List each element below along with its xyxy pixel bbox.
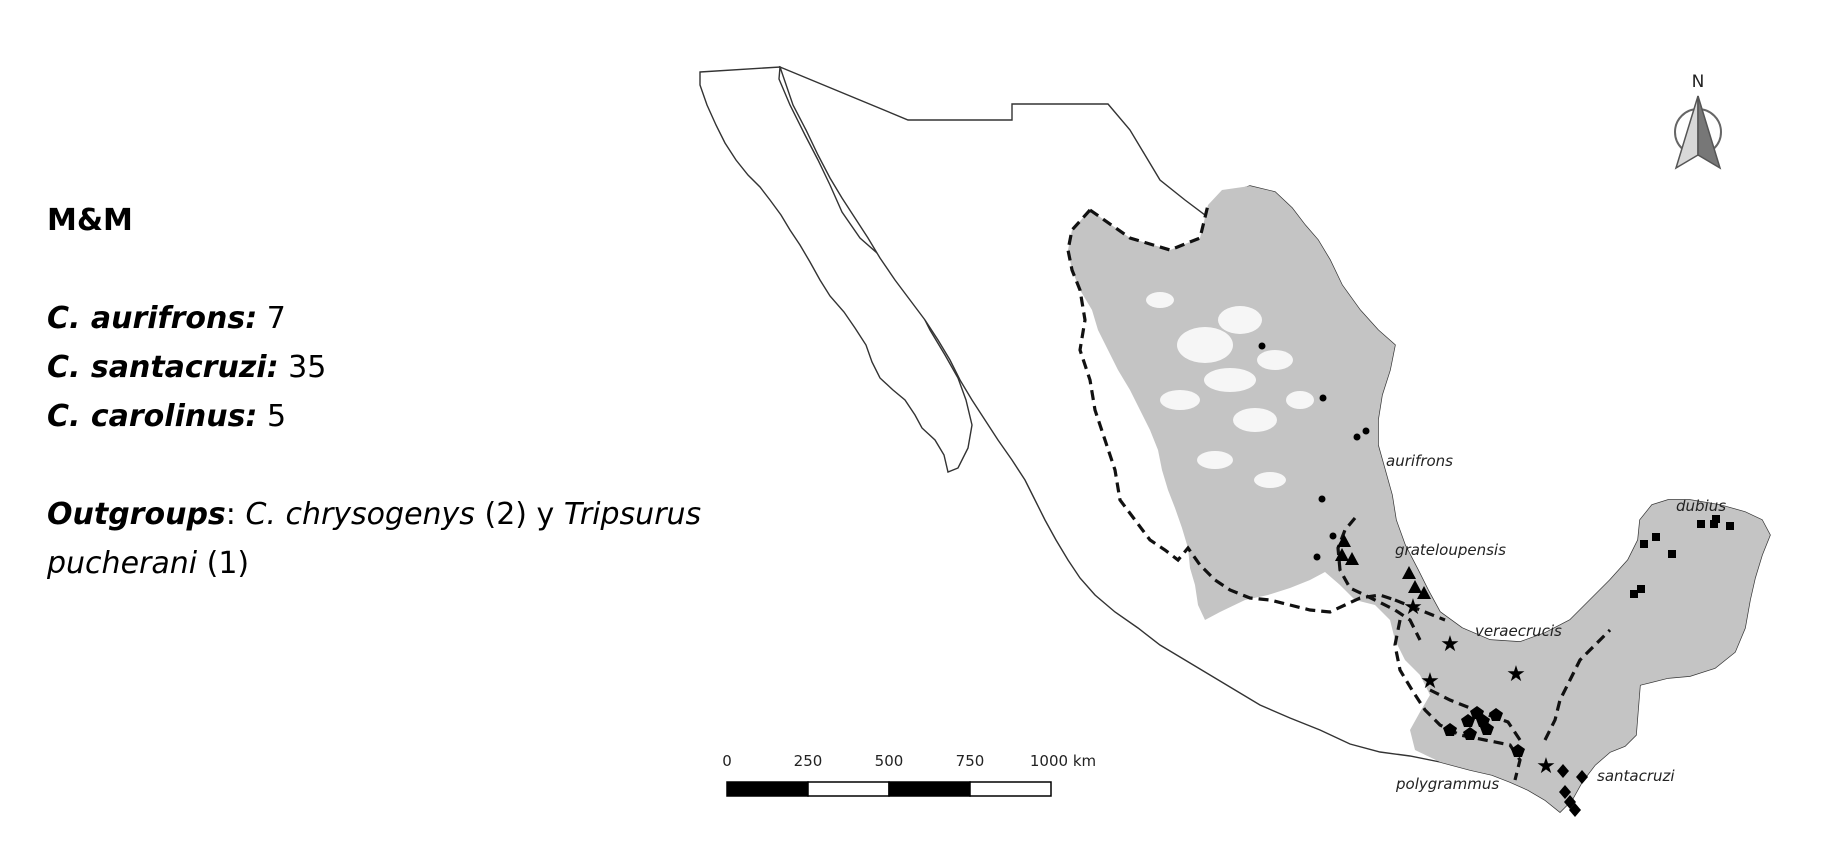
scale-tick-500: 500 [875, 752, 904, 770]
range-speckle [1146, 292, 1314, 488]
label-santacruzi: santacruzi [1597, 767, 1675, 785]
markers-pentagon [1443, 706, 1525, 757]
outgroup-count-2: (1) [206, 546, 250, 581]
panel-title: M&M [47, 203, 133, 238]
outgroup-genus-2: Tripsurus [563, 497, 702, 532]
label-dubius: dubius [1676, 497, 1726, 515]
scale-tick-0: 0 [722, 752, 732, 770]
species-count: 35 [288, 350, 327, 385]
north-arrow-label: N [1692, 72, 1705, 92]
outgroups-sep: : [225, 497, 236, 532]
species-name: C. santacruzi: [47, 350, 279, 385]
species-range [1068, 186, 1770, 812]
north-arrow: N [1674, 72, 1722, 170]
species-row-carolinus: C. carolinus: 5 [47, 392, 747, 441]
scale-tick-1000: 1000 km [1030, 752, 1096, 770]
outgroup-count-1: (2) [484, 497, 527, 532]
outgroups-label: Outgroups [47, 497, 226, 532]
svg-text:★: ★ [1506, 662, 1526, 687]
species-row-aurifrons: C. aurifrons: 7 [47, 294, 747, 343]
svg-text:★: ★ [1403, 595, 1423, 620]
species-row-santacruzi: C. santacruzi: 35 [47, 343, 747, 392]
species-count: 7 [266, 301, 286, 336]
markers-circle [1258, 342, 1370, 561]
svg-text:★: ★ [1536, 754, 1556, 779]
markers-triangle [1335, 534, 1431, 599]
scale-bar: 0 250 500 750 1000 km [722, 752, 1096, 797]
markers-diamond [1557, 764, 1588, 817]
label-grateloupensis: grateloupensis [1395, 541, 1506, 559]
label-polygrammus: polygrammus [1395, 775, 1499, 793]
svg-text:★: ★ [1420, 669, 1440, 694]
scale-tick-750: 750 [956, 752, 985, 770]
label-veraecrucis: veraecrucis [1475, 622, 1562, 640]
outgroup-conj: y [536, 497, 555, 532]
species-name: C. carolinus: [47, 399, 258, 434]
outgroup-species-2: pucherani [47, 546, 198, 581]
baja-california-outline [699, 66, 973, 473]
markers-star: ★ ★ ★ ★ ★ [1403, 595, 1556, 779]
outgroups-line: Outgroups: C. chrysogenys (2) y Tripsuru… [47, 490, 747, 588]
markers-square [1630, 515, 1734, 598]
scale-tick-250: 250 [794, 752, 823, 770]
species-count: 5 [266, 399, 287, 434]
outgroup-species-1: C. chrysogenys [245, 497, 475, 532]
svg-text:★: ★ [1440, 632, 1460, 657]
label-aurifrons: aurifrons [1386, 452, 1453, 470]
species-name: C. aurifrons: [47, 301, 258, 336]
text-panel: M&M C. aurifrons: 7 C. santacruzi: 35 C.… [47, 196, 747, 588]
